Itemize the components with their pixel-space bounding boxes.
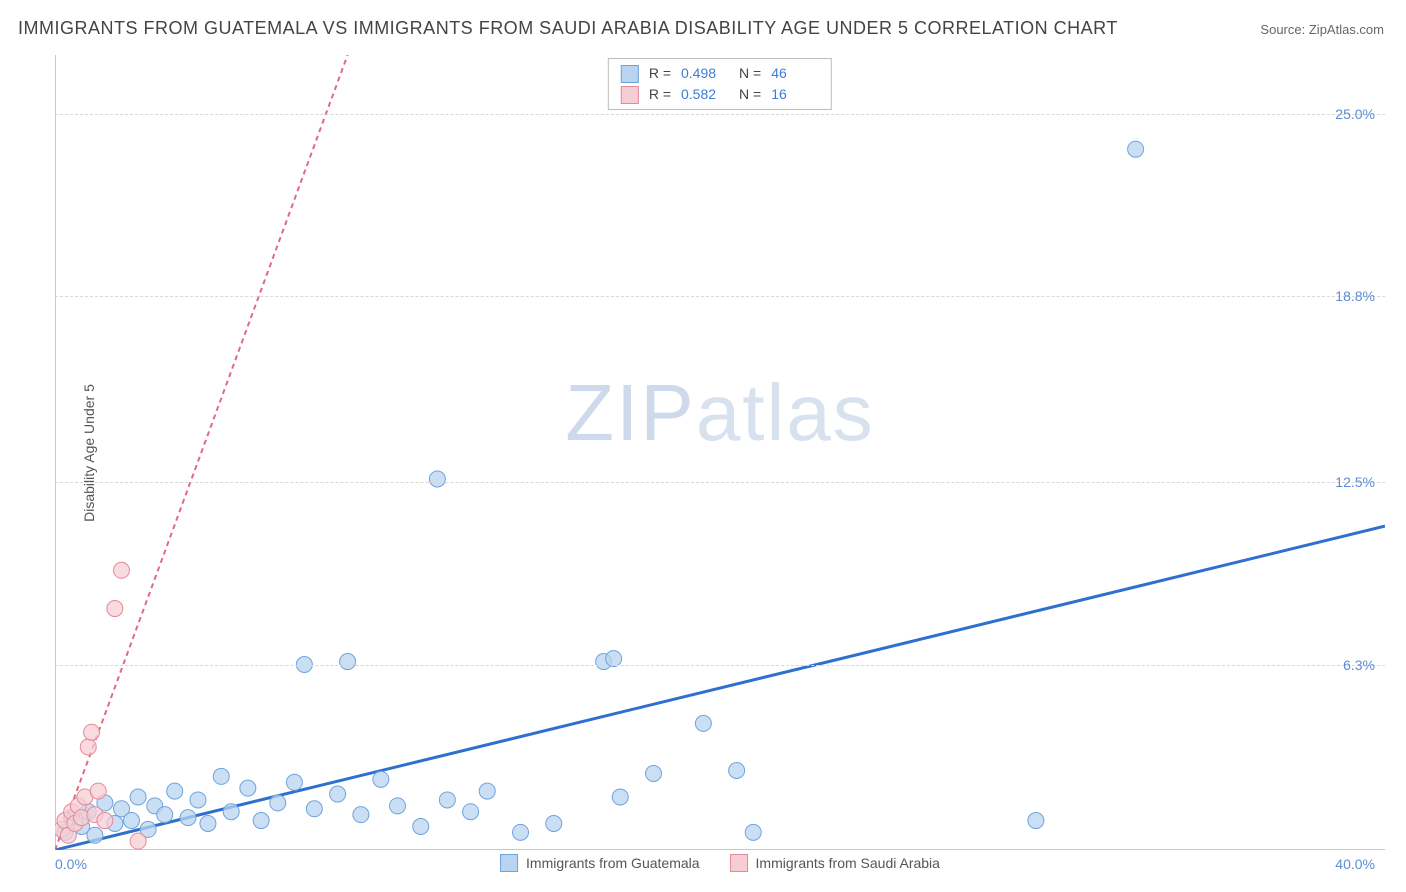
data-point [1128, 141, 1144, 157]
data-point [695, 715, 711, 731]
chart-title: IMMIGRANTS FROM GUATEMALA VS IMMIGRANTS … [18, 18, 1118, 39]
data-point [223, 804, 239, 820]
data-point [253, 813, 269, 829]
data-point [80, 739, 96, 755]
legend-label: Immigrants from Saudi Arabia [756, 855, 940, 871]
data-point [123, 813, 139, 829]
n-label: N = [739, 63, 761, 84]
legend-swatch [621, 86, 639, 104]
data-point [745, 824, 761, 840]
data-point [286, 774, 302, 790]
y-tick-label: 6.3% [1343, 657, 1375, 673]
data-point [130, 789, 146, 805]
data-point [190, 792, 206, 808]
data-point [463, 804, 479, 820]
y-tick-label: 25.0% [1335, 106, 1375, 122]
data-point [130, 833, 146, 849]
legend-item: Immigrants from Guatemala [500, 854, 700, 872]
data-point [373, 771, 389, 787]
stat-legend-row: R = 0.498 N = 46 [621, 63, 819, 84]
gridline [55, 665, 1385, 666]
source-attribution: Source: ZipAtlas.com [1260, 22, 1384, 37]
chart-area: Disability Age Under 5 ZIPatlas R =0.498… [55, 55, 1385, 850]
data-point [90, 783, 106, 799]
data-point [1028, 813, 1044, 829]
data-point [546, 816, 562, 832]
scatter-plot [55, 55, 1385, 850]
n-value: 16 [771, 84, 819, 105]
data-point [97, 813, 113, 829]
data-point [84, 724, 100, 740]
data-point [87, 827, 103, 843]
x-tick-min: 0.0% [55, 856, 87, 872]
data-point [270, 795, 286, 811]
data-point [157, 807, 173, 823]
stat-legend: R = 0.498 N = 46 R = 0.582 N = 16 [608, 58, 832, 110]
r-value: 0.498 [681, 63, 729, 84]
data-point [114, 562, 130, 578]
legend-label: Immigrants from Guatemala [526, 855, 700, 871]
data-point [479, 783, 495, 799]
source-name: ZipAtlas.com [1309, 22, 1384, 37]
legend-item: Immigrants from Saudi Arabia [730, 854, 940, 872]
data-point [213, 768, 229, 784]
data-point [353, 807, 369, 823]
y-tick-label: 18.8% [1335, 288, 1375, 304]
data-point [306, 801, 322, 817]
trend-line [55, 526, 1385, 850]
gridline [55, 296, 1385, 297]
data-point [180, 810, 196, 826]
data-point [646, 765, 662, 781]
data-point [612, 789, 628, 805]
data-point [340, 654, 356, 670]
legend-swatch [730, 854, 748, 872]
n-value: 46 [771, 63, 819, 84]
data-point [389, 798, 405, 814]
data-point [729, 763, 745, 779]
data-point [429, 471, 445, 487]
data-point [167, 783, 183, 799]
series-legend: Immigrants from Guatemala Immigrants from… [500, 854, 940, 872]
gridline [55, 482, 1385, 483]
x-tick-max: 40.0% [1335, 856, 1375, 872]
legend-swatch [621, 65, 639, 83]
n-label: N = [739, 84, 761, 105]
r-label: R = [649, 84, 671, 105]
source-label: Source: [1260, 22, 1305, 37]
legend-swatch [500, 854, 518, 872]
gridline [55, 114, 1385, 115]
r-label: R = [649, 63, 671, 84]
data-point [330, 786, 346, 802]
y-tick-label: 12.5% [1335, 474, 1375, 490]
data-point [513, 824, 529, 840]
stat-legend-row: R = 0.582 N = 16 [621, 84, 819, 105]
data-point [200, 816, 216, 832]
data-point [240, 780, 256, 796]
data-point [413, 818, 429, 834]
data-point [107, 601, 123, 617]
data-point [439, 792, 455, 808]
r-value: 0.582 [681, 84, 729, 105]
